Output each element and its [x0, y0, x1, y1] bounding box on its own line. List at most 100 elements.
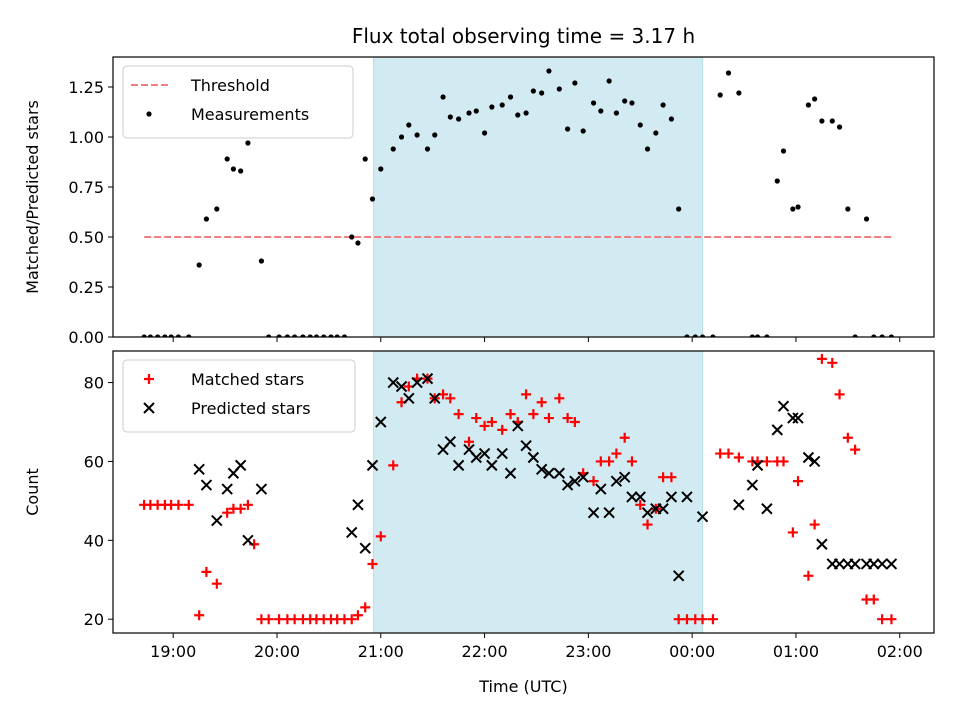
data-point: [486, 459, 498, 472]
data-point: [764, 334, 770, 337]
data-point: [666, 472, 677, 483]
data-point: [561, 479, 574, 491]
observing-interval-shade: [373, 350, 704, 634]
data-point: [885, 558, 898, 570]
data-point: [155, 334, 161, 337]
data-point: [787, 412, 799, 424]
data-point: [736, 90, 742, 96]
data-point: [812, 96, 818, 102]
legend: Threshold Measurements: [122, 65, 354, 139]
data-point: [598, 108, 604, 114]
data-point: [697, 614, 708, 625]
top-panel: 0.00 0.25 0.50 0.75 1.00 1.25 Flux total obser…: [23, 24, 935, 347]
data-point: [366, 459, 379, 472]
data-point: [276, 334, 282, 337]
x-tick-label: 02:00: [877, 642, 923, 661]
data-point: [780, 148, 787, 154]
legend: Matched stars Predicted stars: [122, 359, 356, 433]
data-point: [834, 389, 845, 400]
data-point: [473, 108, 479, 114]
data-point: [816, 538, 828, 550]
data-point: [634, 491, 646, 503]
legend-label: Measurements: [191, 105, 309, 124]
data-point: [587, 506, 600, 519]
data-point: [787, 527, 798, 538]
data-point: [754, 334, 761, 337]
data-point: [456, 116, 462, 122]
data-point: [403, 392, 415, 405]
data-point: [321, 334, 327, 337]
data-point: [478, 447, 491, 460]
data-layer: [141, 68, 895, 337]
x-tick-label: 19:00: [150, 642, 196, 661]
x-tick-label: 23:00: [565, 642, 611, 661]
data-point: [816, 353, 827, 364]
data-point: [390, 146, 396, 152]
data-point: [829, 118, 835, 124]
data-point: [802, 451, 815, 464]
data-point: [479, 420, 490, 431]
data-point: [222, 507, 233, 518]
data-point: [528, 409, 539, 420]
data-point: [761, 503, 773, 515]
data-point: [790, 206, 796, 212]
data-point: [852, 334, 858, 337]
data-point: [238, 168, 244, 174]
data-point: [464, 436, 475, 447]
legend-label: Predicted stars: [191, 399, 311, 418]
data-point: [266, 334, 272, 337]
data-point: [849, 558, 861, 570]
data-point: [637, 122, 643, 128]
data-point: [539, 90, 545, 96]
data-point: [668, 116, 675, 122]
data-point: [588, 476, 599, 487]
data-point: [242, 499, 253, 510]
data-point: [432, 132, 438, 138]
y-tick-label: 20: [84, 610, 104, 629]
data-point: [665, 491, 678, 503]
data-point: [626, 491, 638, 503]
data-point: [618, 471, 631, 483]
data-point: [546, 68, 552, 74]
data-point: [470, 451, 482, 464]
data-point: [141, 334, 147, 337]
data-point: [521, 389, 532, 400]
data-point: [362, 156, 368, 162]
data-point: [553, 467, 566, 479]
data-point: [684, 334, 690, 337]
data-point: [590, 100, 597, 106]
data-point: [733, 499, 745, 511]
data-point: [836, 124, 843, 130]
data-point: [595, 483, 607, 495]
data-point: [710, 334, 716, 337]
data-point: [341, 334, 348, 337]
data-point: [444, 436, 457, 448]
data-point: [879, 334, 885, 337]
y-tick-label: 60: [84, 452, 104, 471]
observing-interval-shade: [373, 56, 704, 338]
data-point: [193, 463, 205, 476]
data-point: [211, 514, 223, 527]
data-point: [604, 456, 615, 467]
data-point: [771, 424, 783, 436]
data-point: [676, 206, 682, 212]
data-point: [507, 94, 514, 100]
data-point: [360, 602, 371, 613]
data-point: [868, 594, 879, 605]
data-point: [808, 455, 821, 468]
data-point: [387, 376, 399, 389]
data-point: [733, 452, 744, 463]
data-point: [842, 432, 853, 443]
data-point: [613, 110, 619, 116]
data-point: [369, 196, 376, 202]
data-point: [203, 216, 210, 222]
x-tick-label: 20:00: [254, 642, 300, 661]
data-point: [611, 448, 622, 459]
data-point: [527, 451, 540, 464]
data-point: [242, 534, 254, 547]
data-point: [440, 94, 446, 100]
data-point: [429, 392, 441, 405]
data-point: [833, 558, 846, 570]
data-point: [496, 447, 508, 460]
